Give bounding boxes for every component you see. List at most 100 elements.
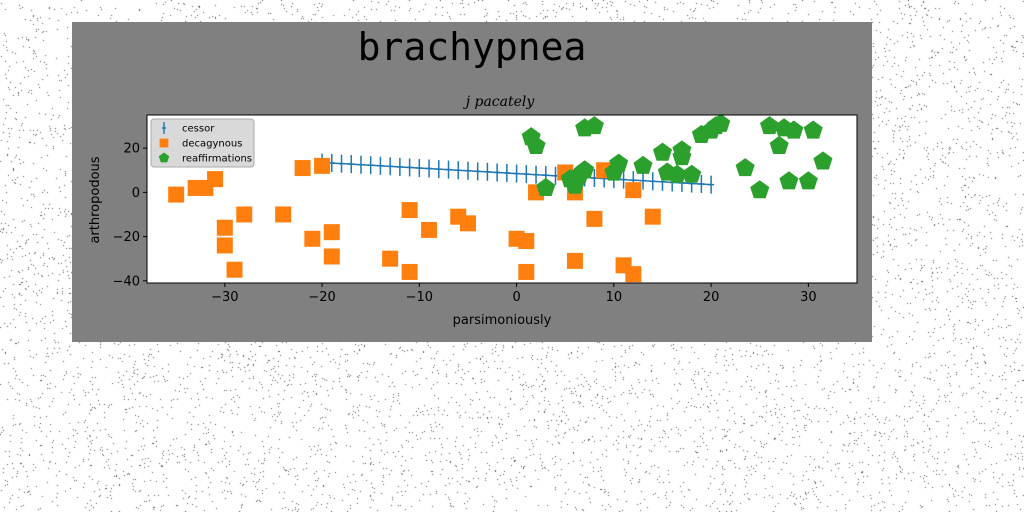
legend-marker-cessor <box>162 122 166 134</box>
point-reaffirmations-1 <box>526 135 546 154</box>
series-reaffirmations <box>521 113 833 199</box>
point-cessor-2 <box>338 154 345 173</box>
chart-suptitle: brachypnea <box>358 25 587 69</box>
legend-marker-decagynous <box>159 138 169 148</box>
point-decagynous-15 <box>401 202 418 219</box>
legend-label-cessor: cessor <box>182 124 215 135</box>
legend: cessor decagynous reaffirmations <box>150 118 255 168</box>
point-reaffirmations-8 <box>584 116 604 135</box>
data-marks <box>168 113 833 283</box>
point-reaffirmations-17 <box>682 164 702 183</box>
point-decagynous-13 <box>323 248 340 265</box>
point-decagynous-27 <box>586 210 603 227</box>
plot-area <box>147 115 857 283</box>
point-cessor-3 <box>348 155 355 174</box>
point-cessor-39 <box>698 174 705 193</box>
x-tick-label-4: 10 <box>606 290 623 305</box>
point-decagynous-12 <box>323 224 340 241</box>
point-decagynous-26 <box>566 252 583 269</box>
x-tick-label-1: −20 <box>308 290 335 305</box>
y-tick-label-0: −40 <box>113 274 140 289</box>
point-reaffirmations-2 <box>536 177 556 196</box>
point-decagynous-9 <box>294 160 311 177</box>
legend-label-decagynous: decagynous <box>182 139 242 150</box>
point-reaffirmations-6 <box>575 160 595 179</box>
point-reaffirmations-25 <box>769 135 789 154</box>
x-tick-label-2: −10 <box>406 290 433 305</box>
point-reaffirmations-23 <box>750 180 770 199</box>
x-tick-label-3: 0 <box>512 290 520 305</box>
point-cessor-8 <box>396 157 403 176</box>
point-cessor-40 <box>708 175 715 194</box>
point-cessor-21 <box>523 165 530 184</box>
point-decagynous-7 <box>236 206 253 223</box>
point-reaffirmations-12 <box>653 142 672 161</box>
y-tick-label-1: −20 <box>113 230 140 245</box>
point-reaffirmations-14 <box>667 164 687 183</box>
point-reaffirmations-30 <box>803 120 823 139</box>
point-cessor-15 <box>464 161 471 180</box>
point-cessor-34 <box>649 172 656 191</box>
point-decagynous-10 <box>304 230 321 247</box>
point-cessor-4 <box>357 155 364 174</box>
point-reaffirmations-27 <box>779 171 799 190</box>
point-cessor-31 <box>620 170 627 189</box>
point-reaffirmations-11 <box>633 155 653 174</box>
point-decagynous-5 <box>216 237 233 254</box>
point-decagynous-31 <box>625 266 642 283</box>
point-reaffirmations-24 <box>760 116 779 135</box>
point-reaffirmations-16 <box>672 140 692 159</box>
point-cessor-22 <box>533 165 540 184</box>
point-cessor-5 <box>367 156 374 175</box>
point-cessor-9 <box>406 158 413 177</box>
point-decagynous-30 <box>625 182 642 199</box>
legend-marker-reaffirmations <box>158 152 170 163</box>
point-cessor-18 <box>494 163 501 182</box>
axis-ticks: −30 −20 −10 0 10 20 30 −40 −20 0 20 <box>113 142 817 305</box>
point-decagynous-21 <box>518 233 535 249</box>
x-tick-label-6: 30 <box>800 290 817 305</box>
point-cessor-33 <box>640 171 647 190</box>
point-cessor-16 <box>474 162 481 181</box>
point-decagynous-14 <box>382 250 399 267</box>
point-decagynous-17 <box>421 221 438 238</box>
x-axis-label: parsimoniously <box>453 313 552 328</box>
point-decagynous-16 <box>401 263 418 280</box>
point-cessor-12 <box>435 160 442 179</box>
point-reaffirmations-29 <box>798 171 818 190</box>
point-cessor-10 <box>416 159 423 178</box>
point-decagynous-3 <box>207 171 224 188</box>
point-cessor-14 <box>455 161 462 180</box>
point-reaffirmations-22 <box>735 158 755 177</box>
point-cessor-19 <box>503 163 510 182</box>
point-decagynous-4 <box>216 219 233 236</box>
x-tick-label-0: −30 <box>211 290 238 305</box>
point-decagynous-8 <box>275 206 292 223</box>
y-tick-label-3: 20 <box>123 142 140 157</box>
point-reaffirmations-21 <box>711 113 731 132</box>
legend-box <box>150 118 255 168</box>
point-cessor-20 <box>513 164 520 183</box>
point-cessor-6 <box>377 156 384 175</box>
y-tick-label-2: 0 <box>132 186 140 201</box>
point-cessor-7 <box>387 157 394 176</box>
point-decagynous-19 <box>459 215 476 232</box>
point-cessor-11 <box>426 159 433 178</box>
x-tick-label-5: 20 <box>703 290 720 305</box>
point-reaffirmations-31 <box>813 151 833 170</box>
point-cessor-13 <box>445 160 452 179</box>
plot-frame <box>146 114 858 284</box>
point-decagynous-11 <box>314 157 331 174</box>
point-decagynous-32 <box>644 208 661 225</box>
chart-title: j pacately <box>463 94 536 110</box>
series-decagynous <box>168 157 661 283</box>
y-axis-label: arthropodous <box>88 156 103 243</box>
point-reaffirmations-28 <box>784 120 804 139</box>
point-decagynous-22 <box>518 263 535 280</box>
point-reaffirmations-10 <box>609 153 629 172</box>
legend-label-reaffirmations: reaffirmations <box>182 154 252 165</box>
point-decagynous-6 <box>226 261 243 278</box>
point-decagynous-0 <box>168 186 185 203</box>
point-cessor-17 <box>484 162 491 181</box>
